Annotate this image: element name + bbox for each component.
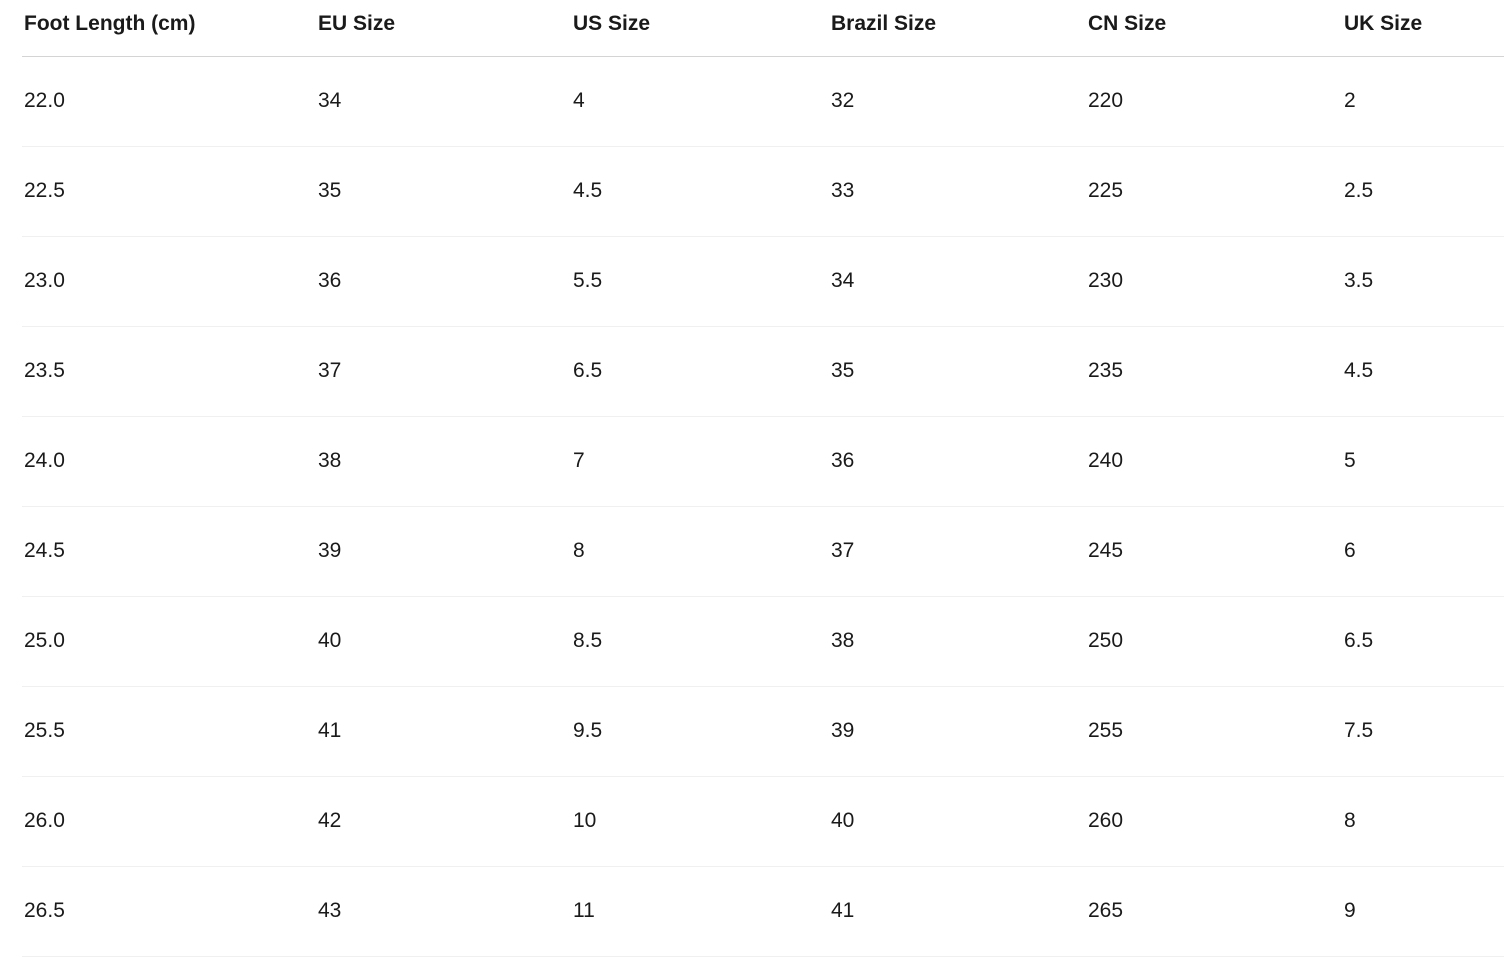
table-row: 23.5 37 6.5 35 235 4.5: [22, 326, 1504, 417]
table-cell: 3.5: [1342, 236, 1504, 327]
table-cell: 8: [1342, 776, 1504, 867]
table-header-row: Foot Length (cm) EU Size US Size Brazil …: [22, 0, 1504, 57]
table-row: 25.0 40 8.5 38 250 6.5: [22, 596, 1504, 687]
table-cell: 41: [829, 866, 1086, 957]
table-cell: 5: [1342, 416, 1504, 507]
table-cell: 6.5: [571, 326, 829, 417]
table-cell: 39: [829, 686, 1086, 777]
table-cell: 35: [829, 326, 1086, 417]
table-cell: 2.5: [1342, 146, 1504, 237]
table-cell: 230: [1086, 236, 1342, 327]
table-row: 22.0 34 4 32 220 2: [22, 56, 1504, 147]
table-cell: 39: [316, 506, 571, 597]
size-conversion-table: Foot Length (cm) EU Size US Size Brazil …: [22, 0, 1504, 957]
table-cell: 250: [1086, 596, 1342, 687]
table-cell: 8.5: [571, 596, 829, 687]
table-cell: 32: [829, 56, 1086, 147]
table-cell: 7.5: [1342, 686, 1504, 777]
table-cell: 260: [1086, 776, 1342, 867]
table-cell: 37: [316, 326, 571, 417]
table-cell: 35: [316, 146, 571, 237]
table-cell: 4: [571, 56, 829, 147]
table-cell: 41: [316, 686, 571, 777]
table-cell: 24.5: [22, 506, 316, 597]
table-cell: 255: [1086, 686, 1342, 777]
table-row: 22.5 35 4.5 33 225 2.5: [22, 146, 1504, 237]
column-header-cn-size: CN Size: [1086, 0, 1342, 57]
table-cell: 245: [1086, 506, 1342, 597]
table-cell: 25.0: [22, 596, 316, 687]
table-row: 25.5 41 9.5 39 255 7.5: [22, 686, 1504, 777]
table-cell: 40: [829, 776, 1086, 867]
table-cell: 24.0: [22, 416, 316, 507]
table-cell: 22.5: [22, 146, 316, 237]
table-cell: 4.5: [571, 146, 829, 237]
table-cell: 5.5: [571, 236, 829, 327]
table-cell: 26.0: [22, 776, 316, 867]
table-cell: 38: [829, 596, 1086, 687]
table-cell: 40: [316, 596, 571, 687]
table-cell: 36: [316, 236, 571, 327]
column-header-brazil-size: Brazil Size: [829, 0, 1086, 57]
table-cell: 235: [1086, 326, 1342, 417]
table-cell: 34: [829, 236, 1086, 327]
table-cell: 23.0: [22, 236, 316, 327]
table-row: 24.5 39 8 37 245 6: [22, 506, 1504, 597]
table-cell: 37: [829, 506, 1086, 597]
table-cell: 4.5: [1342, 326, 1504, 417]
column-header-eu-size: EU Size: [316, 0, 571, 57]
table-cell: 33: [829, 146, 1086, 237]
table-cell: 26.5: [22, 866, 316, 957]
table-cell: 25.5: [22, 686, 316, 777]
table-cell: 240: [1086, 416, 1342, 507]
column-header-us-size: US Size: [571, 0, 829, 57]
table-cell: 2: [1342, 56, 1504, 147]
table-cell: 8: [571, 506, 829, 597]
table-cell: 265: [1086, 866, 1342, 957]
table-cell: 43: [316, 866, 571, 957]
table-cell: 10: [571, 776, 829, 867]
table-cell: 36: [829, 416, 1086, 507]
table-cell: 34: [316, 56, 571, 147]
table-header: Foot Length (cm) EU Size US Size Brazil …: [22, 0, 1504, 57]
table-row: 24.0 38 7 36 240 5: [22, 416, 1504, 507]
table-row: 23.0 36 5.5 34 230 3.5: [22, 236, 1504, 327]
table-cell: 9: [1342, 866, 1504, 957]
table-cell: 6.5: [1342, 596, 1504, 687]
table-row: 26.0 42 10 40 260 8: [22, 776, 1504, 867]
table-cell: 11: [571, 866, 829, 957]
table-cell: 220: [1086, 56, 1342, 147]
size-table-body: 22.0 34 4 32 220 2 22.5 35 4.5 33 225 2.5 23.0 36 5.5 3…: [22, 56, 1504, 957]
table-cell: 225: [1086, 146, 1342, 237]
table-cell: 38: [316, 416, 571, 507]
table-cell: 22.0: [22, 56, 316, 147]
table-row: 26.5 43 11 41 265 9: [22, 866, 1504, 957]
table-cell: 42: [316, 776, 571, 867]
column-header-uk-size: UK Size: [1342, 0, 1504, 57]
table-cell: 7: [571, 416, 829, 507]
table-cell: 9.5: [571, 686, 829, 777]
table-cell: 6: [1342, 506, 1504, 597]
column-header-foot-length-cm: Foot Length (cm): [22, 0, 316, 57]
table-cell: 23.5: [22, 326, 316, 417]
